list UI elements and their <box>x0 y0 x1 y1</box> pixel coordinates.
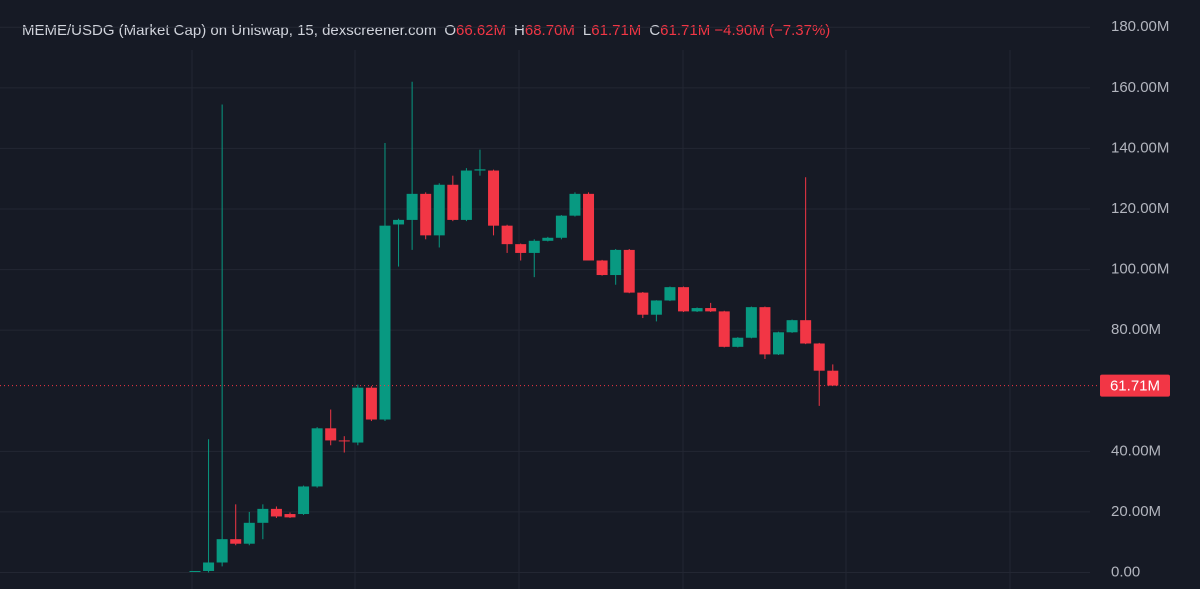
ohlc-key: O <box>444 22 456 39</box>
price-tag <box>1100 374 1170 397</box>
y-tick-label: 40.00M <box>1111 442 1161 459</box>
candle-body <box>393 219 405 225</box>
title: MEME/USDG (Market Cap) on Uniswap, 15, d… <box>22 22 437 39</box>
candle-body <box>460 170 472 220</box>
candle-body <box>189 570 201 572</box>
candle-body <box>691 308 703 312</box>
candle-body <box>623 249 635 293</box>
candle-body <box>447 184 459 220</box>
y-tick-label: 160.00M <box>1111 79 1169 96</box>
candle-body <box>718 311 730 347</box>
candle-body <box>365 387 377 420</box>
candle-body <box>596 260 608 276</box>
y-tick-label: 100.00M <box>1111 261 1169 278</box>
candle-body <box>311 428 323 487</box>
ohlc-key: C <box>649 22 661 39</box>
y-tick-label: 80.00M <box>1111 321 1161 338</box>
ohlc-value: 61.71M <box>591 22 642 39</box>
candle-body <box>257 508 269 523</box>
ohlc-key: H <box>514 22 525 39</box>
candle-body <box>243 522 255 544</box>
candle-body <box>501 225 513 245</box>
candle-body <box>420 193 432 236</box>
ohlc-key: L <box>582 22 592 39</box>
candle-body <box>542 237 554 241</box>
candle-body <box>270 508 282 517</box>
candle-body <box>528 240 540 253</box>
candle-body <box>664 287 676 301</box>
candle-body <box>555 215 567 238</box>
candle-body <box>813 343 825 371</box>
ohlc-value: 61.71M <box>660 22 711 39</box>
candle-body <box>827 370 839 386</box>
y-tick-label: 20.00M <box>1111 503 1161 520</box>
candle-body <box>800 320 812 344</box>
header: MEME/USDG (Market Cap) on Uniswap, 15, d… <box>22 22 830 39</box>
candle-body <box>583 193 595 261</box>
candle-body <box>773 332 785 355</box>
candle-body <box>406 193 418 220</box>
candle-body <box>230 539 242 544</box>
y-tick-label: 120.00M <box>1111 200 1169 217</box>
candle-body <box>203 562 215 571</box>
y-tick-label: 140.00M <box>1111 139 1169 156</box>
price-tag-label: 61.71M <box>1110 378 1160 395</box>
ohlc-value: 66.62M <box>455 22 507 39</box>
candle-body <box>759 307 771 355</box>
candle-body <box>379 225 391 420</box>
candle-body <box>325 428 337 441</box>
candle-body <box>650 300 662 315</box>
y-tick-label: 0.00 <box>1111 563 1140 580</box>
candle-body <box>569 193 581 216</box>
candle-body <box>474 169 486 171</box>
candle-body <box>515 244 527 253</box>
candle-body <box>637 292 649 315</box>
candle-body <box>610 249 622 276</box>
candle-body <box>732 337 744 347</box>
candle-body <box>352 387 364 443</box>
candle-body <box>678 287 690 312</box>
change: −4.90M (−7.37%) <box>714 22 831 39</box>
time-grid <box>191 50 1011 589</box>
ohlc-value: 68.70M <box>524 22 575 39</box>
candle-body <box>216 539 228 563</box>
candle-body <box>284 514 296 518</box>
candle-body <box>705 308 717 312</box>
candle-body <box>745 307 757 338</box>
candle-body <box>338 440 350 442</box>
candle-body <box>298 486 310 515</box>
candle-body <box>488 170 500 226</box>
candle-body <box>786 320 798 333</box>
candle-body <box>433 184 445 236</box>
y-tick-label: 180.00M <box>1111 18 1169 35</box>
